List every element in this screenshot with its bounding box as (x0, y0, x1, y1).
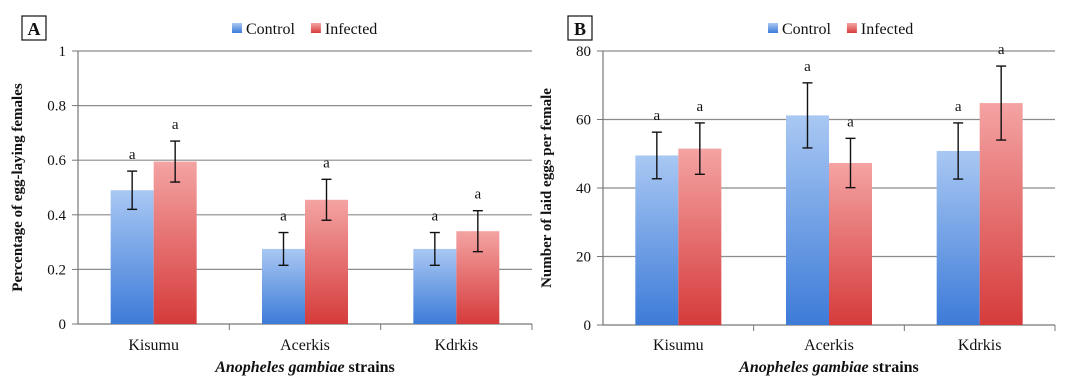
category-label-a-kdrkis: Kdrkis (435, 337, 479, 354)
ytick-label-a-4: 0.8 (47, 99, 66, 115)
legend-swatch-a-infected (310, 23, 321, 33)
x-axis-title-suffix-a: strains (345, 359, 395, 376)
chart-panel-a: 0 0.2 0.4 0.6 0.8 1 Kisumu a a Acerkis a a Kdrkis a a A… (10, 15, 533, 376)
ytick-label-a-3: 0.6 (47, 153, 66, 169)
legend-label-b-control: Control (782, 21, 831, 38)
legend-label-a-control: Control (246, 21, 295, 38)
legend-swatch-a-control (232, 23, 242, 33)
ytick-label-b-1: 20 (576, 250, 591, 266)
panel-label-box-b (567, 15, 593, 41)
category-label-a-kisumu: Kisumu (128, 337, 179, 354)
legend-swatch-b-control (768, 23, 778, 33)
sig-label-b-infected-acerkis: a (847, 114, 854, 130)
ytick-label-a-2: 0.4 (47, 208, 66, 224)
sig-label-a-control-acerkis: a (280, 209, 287, 225)
bar-b-infected-acerkis (829, 162, 872, 325)
x-axis-title-b: Anopheles gambiae strains (738, 359, 919, 376)
sig-label-b-control-kisumu: a (653, 108, 660, 124)
x-axis-title-a: Anopheles gambiae strains (214, 359, 395, 376)
bar-b-control-kisumu (635, 155, 679, 325)
panel-label-a: A (28, 19, 41, 39)
bar-a-infected-kisumu (153, 161, 197, 324)
bar-b-infected-kisumu (678, 148, 722, 325)
ytick-label-b-2: 40 (576, 181, 591, 197)
category-label-b-kdrkis: Kdrkis (958, 337, 1002, 354)
bar-b-control-kdrkis (936, 151, 980, 325)
x-axis-title-suffix-b: strains (869, 359, 919, 376)
ytick-label-a-1: 0.2 (47, 262, 66, 278)
category-label-b-acerkis: Acerkis (804, 337, 854, 354)
sig-label-a-infected-kisumu: a (172, 117, 179, 133)
sig-label-a-infected-kdrkis: a (474, 187, 481, 203)
y-axis-title-b: Number of laid eggs per female (539, 88, 555, 288)
category-label-a-acerkis: Acerkis (280, 337, 330, 354)
x-axis-title-species-b: Anopheles gambiae (738, 359, 868, 376)
y-axis-title-a: Percentage of egg-laying females (10, 83, 26, 292)
panel-label-b: B (574, 19, 586, 39)
sig-label-a-control-kisumu: a (129, 147, 136, 163)
ytick-label-b-0: 0 (584, 318, 592, 334)
ytick-label-a-5: 1 (59, 44, 67, 60)
panel-label-box-a (21, 15, 47, 41)
sig-label-b-infected-kisumu: a (696, 99, 703, 115)
legend-label-b-infected: Infected (861, 21, 913, 38)
sig-label-a-control-kdrkis: a (431, 209, 438, 225)
legend-label-a-infected: Infected (325, 21, 377, 38)
sig-label-b-control-acerkis: a (804, 59, 811, 75)
chart-panel-b: 0 20 40 60 80 Kisumu a a Acerkis a a Kdrkis a a B Numbe… (539, 15, 1056, 376)
sig-label-a-infected-acerkis: a (323, 155, 330, 171)
bar-b-control-acerkis (786, 115, 829, 325)
ytick-label-b-4: 80 (576, 44, 591, 60)
x-axis-title-species-a: Anopheles gambiae (214, 359, 344, 376)
category-label-b-kisumu: Kisumu (653, 337, 704, 354)
sig-label-b-infected-kdrkis: a (998, 42, 1005, 58)
ytick-label-a-0: 0 (59, 317, 67, 333)
ytick-label-b-3: 60 (576, 113, 591, 129)
bar-a-control-kisumu (110, 190, 154, 324)
sig-label-b-control-kdrkis: a (955, 99, 962, 115)
legend-swatch-b-infected (846, 23, 857, 33)
